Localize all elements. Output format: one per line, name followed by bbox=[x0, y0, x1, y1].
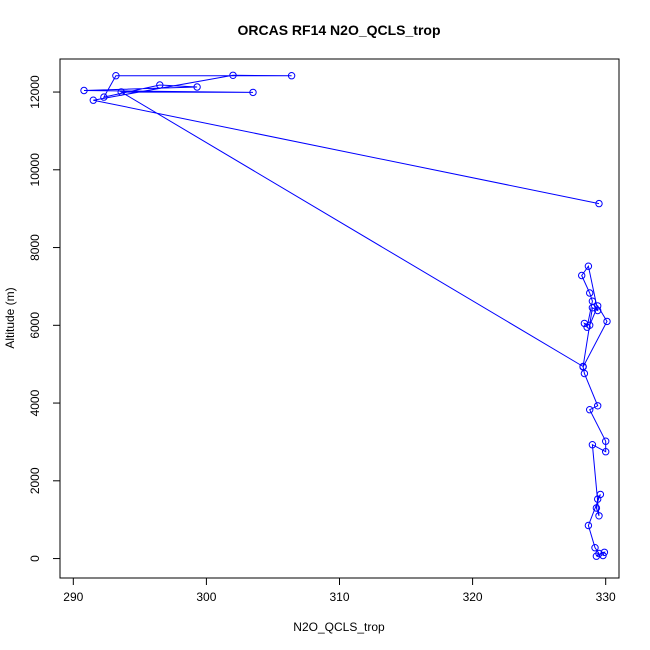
data-point bbox=[249, 88, 257, 97]
data-point bbox=[594, 402, 602, 410]
data-point bbox=[588, 441, 597, 449]
data-point bbox=[80, 86, 88, 95]
data-point bbox=[592, 504, 601, 512]
y-tick-label: 8000 bbox=[28, 234, 42, 261]
x-tick-label: 320 bbox=[463, 590, 483, 604]
x-axis-label: N2O_QCLS_trop bbox=[293, 620, 385, 634]
data-point bbox=[603, 317, 611, 326]
data-point bbox=[579, 362, 587, 371]
data-point bbox=[591, 544, 599, 552]
data-point bbox=[586, 289, 594, 297]
data-point bbox=[600, 548, 609, 556]
data-point bbox=[117, 88, 125, 96]
series-line bbox=[83, 74, 608, 557]
x-tick-label: 330 bbox=[596, 590, 616, 604]
series-group bbox=[80, 71, 611, 560]
y-tick-label: 6000 bbox=[28, 312, 42, 339]
data-point bbox=[602, 448, 610, 456]
data-point bbox=[602, 437, 610, 445]
data-point bbox=[112, 72, 120, 80]
x-tick-label: 310 bbox=[329, 590, 349, 604]
data-point bbox=[193, 83, 201, 91]
plot-frame bbox=[59, 58, 620, 579]
data-point bbox=[594, 495, 602, 503]
data-point bbox=[578, 271, 586, 280]
x-axis: 290 300 310 320 330 bbox=[63, 577, 616, 604]
data-point bbox=[583, 323, 591, 331]
data-point bbox=[595, 199, 603, 208]
y-axis: 0 2000 4000 6000 8000 10000 12000 bbox=[28, 75, 61, 562]
y-tick-label: 4000 bbox=[28, 389, 42, 416]
data-point bbox=[586, 406, 594, 414]
data-point bbox=[229, 71, 237, 80]
data-point bbox=[584, 521, 593, 530]
y-axis-label: Altitude (m) bbox=[3, 287, 17, 348]
data-point bbox=[594, 302, 602, 310]
data-point bbox=[287, 72, 296, 80]
data-point bbox=[595, 549, 603, 558]
x-tick-label: 300 bbox=[196, 590, 216, 604]
data-point bbox=[595, 512, 603, 520]
y-tick-label: 10000 bbox=[28, 153, 42, 187]
x-tick-label: 290 bbox=[63, 590, 83, 604]
data-point bbox=[89, 96, 98, 104]
y-tick-label: 12000 bbox=[28, 75, 42, 109]
data-point bbox=[588, 304, 597, 312]
y-tick-label: 2000 bbox=[28, 467, 42, 494]
data-point bbox=[100, 93, 108, 101]
y-tick-label: 0 bbox=[28, 555, 42, 562]
chart-title: ORCAS RF14 N2O_QCLS_trop bbox=[237, 22, 440, 38]
data-point bbox=[584, 262, 593, 270]
data-point bbox=[156, 81, 164, 89]
